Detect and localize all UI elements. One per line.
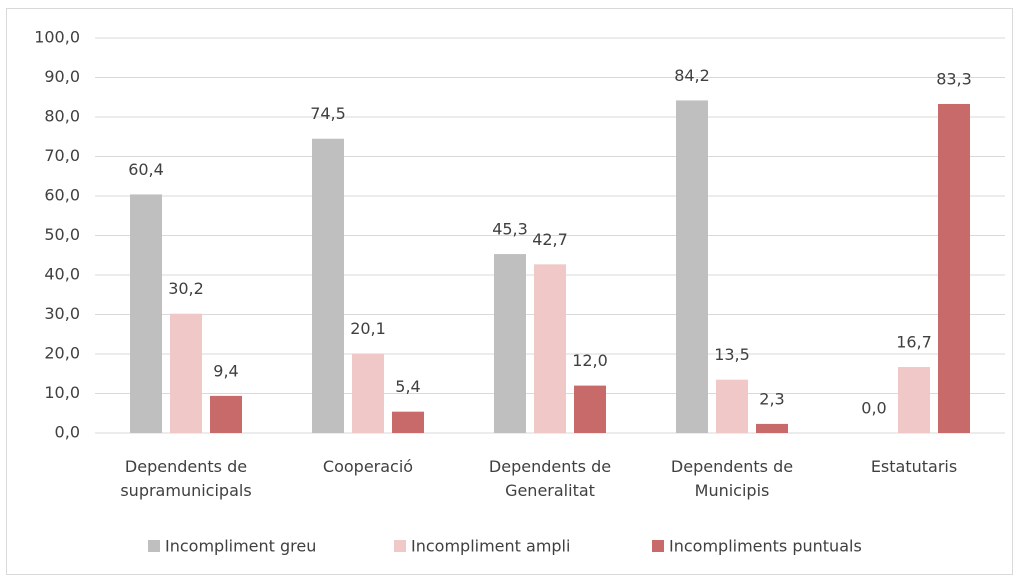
legend-swatch xyxy=(148,540,160,552)
legend-swatch xyxy=(652,540,664,552)
data-label: 74,5 xyxy=(310,104,346,123)
bar xyxy=(756,423,788,433)
y-tick-label: 20,0 xyxy=(44,344,80,363)
data-label: 84,2 xyxy=(674,66,710,85)
data-label: 83,3 xyxy=(936,69,972,88)
bar xyxy=(130,194,162,433)
data-label: 20,1 xyxy=(350,319,386,338)
y-tick-label: 100,0 xyxy=(34,28,80,47)
data-label: 45,3 xyxy=(492,220,528,239)
data-label: 9,4 xyxy=(213,361,238,380)
data-label: 12,0 xyxy=(572,351,608,370)
bar xyxy=(898,367,930,433)
y-tick-label: 80,0 xyxy=(44,107,80,126)
legend-label: Incompliments puntuals xyxy=(669,537,862,556)
bar xyxy=(392,411,424,433)
bar xyxy=(938,103,970,433)
x-tick-label: Dependents de supramunicipals xyxy=(120,457,252,500)
data-label: 16,7 xyxy=(896,333,932,352)
y-tick-label: 30,0 xyxy=(44,304,80,323)
y-tick-label: 60,0 xyxy=(44,186,80,205)
legend-label: Incompliment greu xyxy=(165,537,316,556)
y-tick-label: 0,0 xyxy=(55,423,80,442)
data-label: 42,7 xyxy=(532,230,568,249)
data-label: 30,2 xyxy=(168,279,204,298)
bar xyxy=(534,264,566,433)
bar xyxy=(210,395,242,433)
y-tick-label: 50,0 xyxy=(44,225,80,244)
bar xyxy=(676,100,708,433)
x-tick-label: Estatutaris xyxy=(870,457,958,476)
data-label: 13,5 xyxy=(714,345,750,364)
data-label: 5,4 xyxy=(395,377,420,396)
y-tick-label: 10,0 xyxy=(44,383,80,402)
legend-label: Incompliment ampli xyxy=(411,537,570,556)
data-label: 60,4 xyxy=(128,160,164,179)
bar xyxy=(716,379,748,433)
data-label: 2,3 xyxy=(759,389,784,408)
x-tick-label: Dependents de Generalitat xyxy=(488,457,612,500)
bar xyxy=(170,313,202,433)
legend-swatch xyxy=(394,540,406,552)
y-tick-label: 40,0 xyxy=(44,265,80,284)
x-tick-label: Dependents de Municipis xyxy=(670,457,794,500)
bar xyxy=(494,254,526,433)
y-tick-label: 90,0 xyxy=(44,67,80,86)
data-label: 0,0 xyxy=(861,399,886,418)
bar xyxy=(574,385,606,433)
x-tick-label: Cooperació xyxy=(322,457,414,476)
y-tick-label: 70,0 xyxy=(44,146,80,165)
bar xyxy=(312,138,344,433)
bar xyxy=(352,353,384,433)
